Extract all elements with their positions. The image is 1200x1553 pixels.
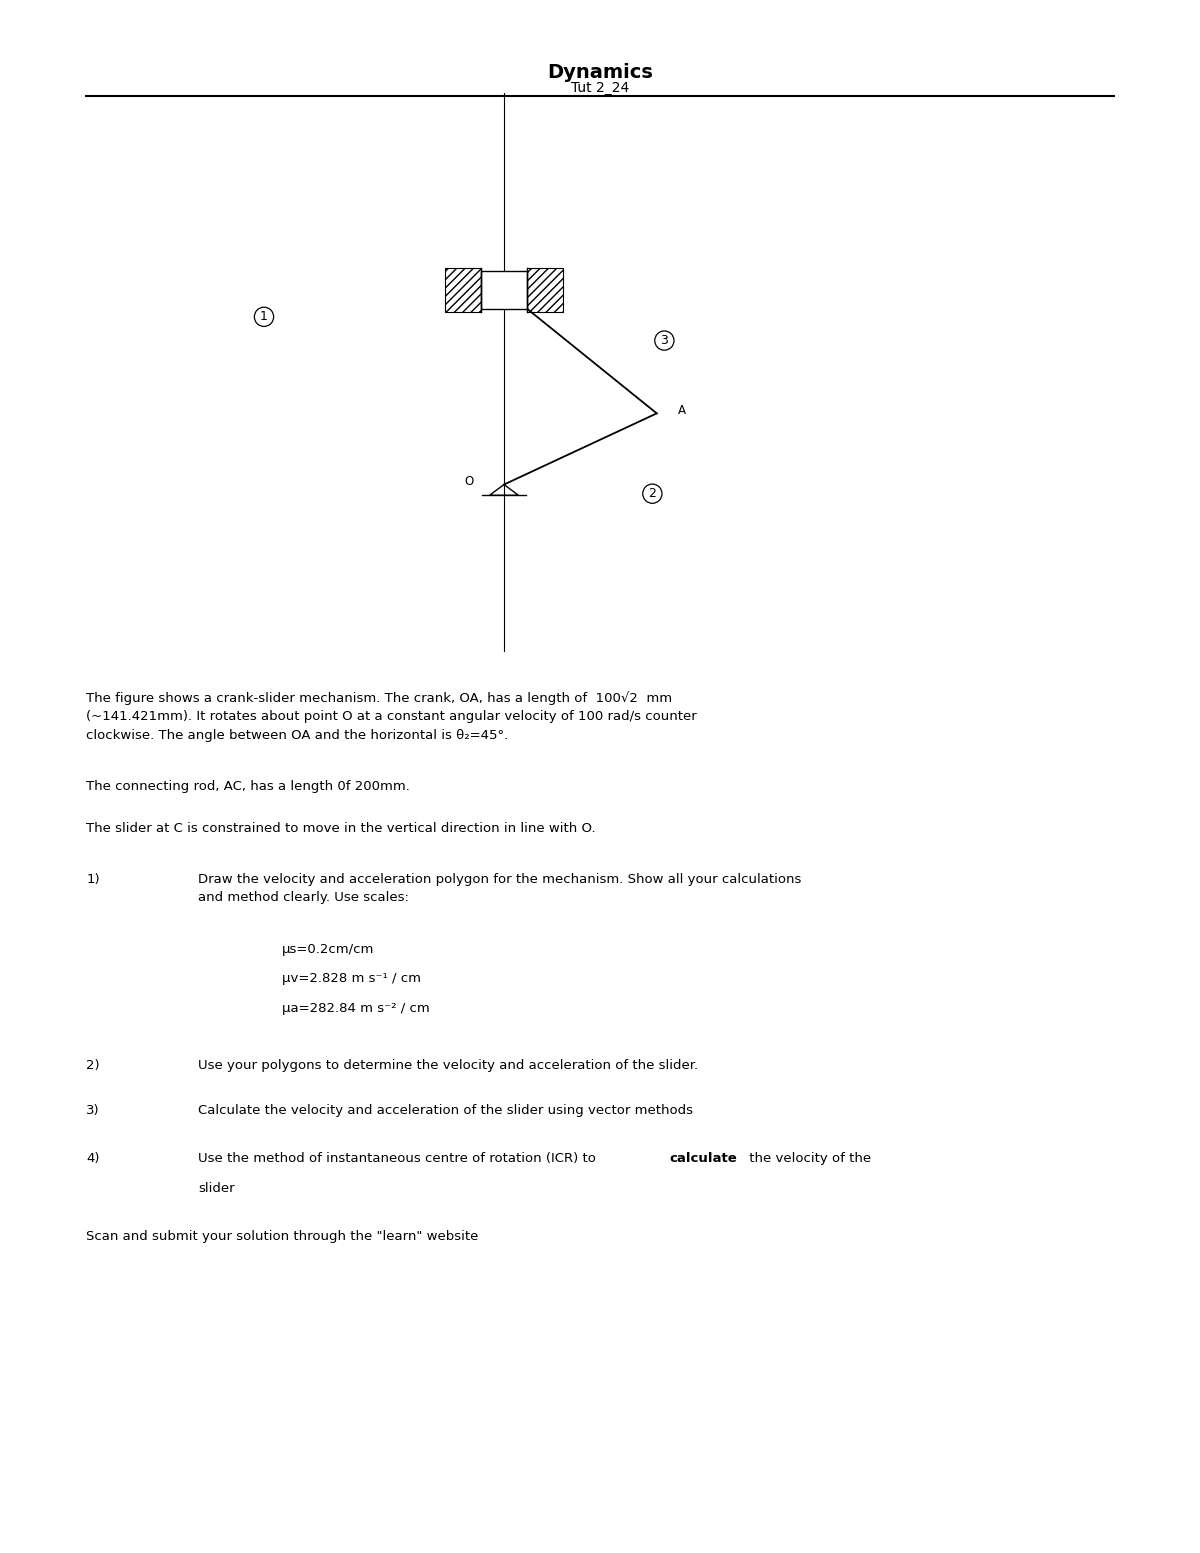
Text: The connecting rod, AC, has a length 0f 200mm.: The connecting rod, AC, has a length 0f … [86,780,410,792]
Text: 2): 2) [86,1059,100,1072]
Text: slider: slider [198,1182,235,1194]
Text: 1: 1 [260,311,268,323]
Text: Calculate the velocity and acceleration of the slider using vector methods: Calculate the velocity and acceleration … [198,1104,694,1117]
Text: Use the method of instantaneous centre of rotation (ICR) to: Use the method of instantaneous centre o… [198,1152,600,1165]
Text: 4): 4) [86,1152,100,1165]
Text: μs=0.2cm/cm: μs=0.2cm/cm [282,943,374,955]
Text: Dynamics: Dynamics [547,62,653,82]
Text: the velocity of the: the velocity of the [745,1152,871,1165]
Bar [481,272,527,309]
Bar [527,269,563,312]
Text: 3): 3) [86,1104,100,1117]
Text: μa=282.84 m s⁻² / cm: μa=282.84 m s⁻² / cm [282,1002,430,1014]
Text: 2: 2 [648,488,656,500]
Text: A: A [678,404,686,418]
Text: Scan and submit your solution through the "learn" website: Scan and submit your solution through th… [86,1230,479,1242]
Text: C: C [492,297,500,311]
Text: 1): 1) [86,873,100,885]
Text: O: O [464,475,474,488]
Text: Tut 2_24: Tut 2_24 [571,81,629,95]
Text: Draw the velocity and acceleration polygon for the mechanism. Show all your calc: Draw the velocity and acceleration polyg… [198,873,802,904]
Text: calculate: calculate [670,1152,737,1165]
Text: The slider at C is constrained to move in the vertical direction in line with O.: The slider at C is constrained to move i… [86,822,596,834]
Text: μv=2.828 m s⁻¹ / cm: μv=2.828 m s⁻¹ / cm [282,972,421,985]
Text: The figure shows a crank-slider mechanism. The crank, OA, has a length of  100√2: The figure shows a crank-slider mechanis… [86,691,697,742]
Text: 3: 3 [660,334,668,346]
Text: Use your polygons to determine the velocity and acceleration of the slider.: Use your polygons to determine the veloc… [198,1059,698,1072]
Bar [445,269,481,312]
